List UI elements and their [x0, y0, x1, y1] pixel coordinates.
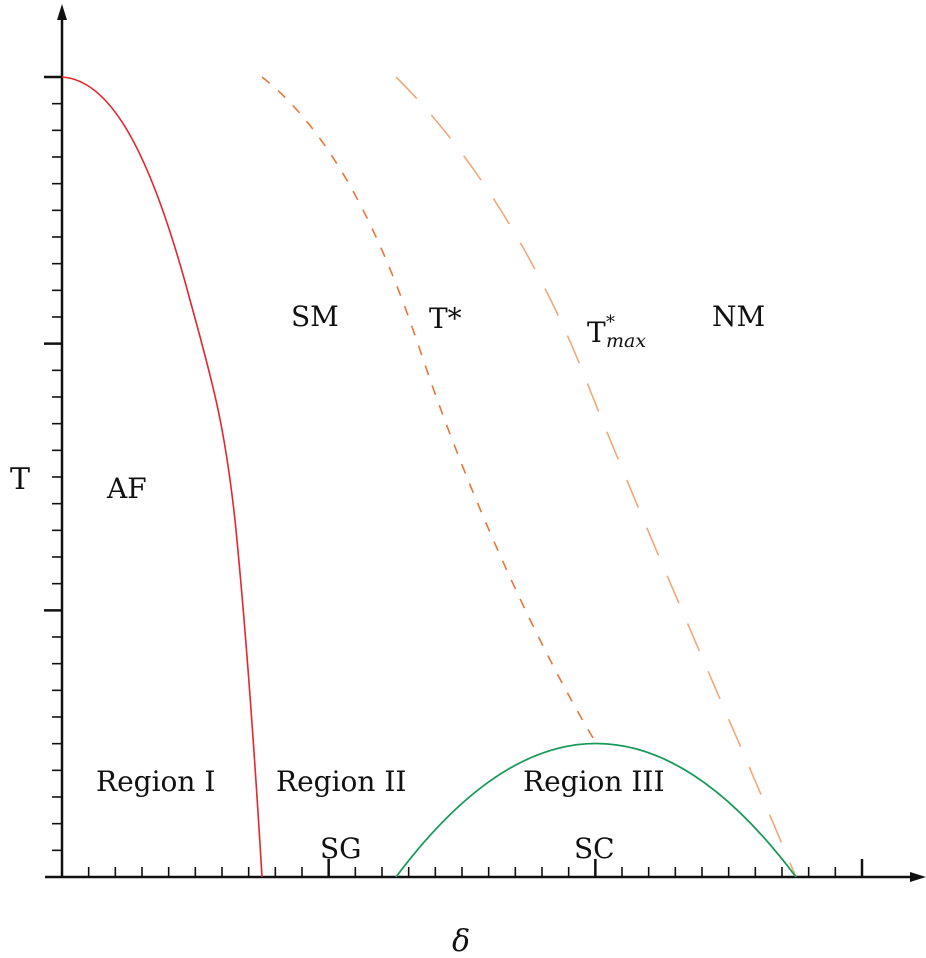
- phase-boundaries: [61, 76, 797, 878]
- af-boundary-curve: [61, 76, 263, 878]
- y-axis-ticks: [44, 75, 62, 852]
- label-af: AF: [106, 472, 147, 505]
- label-t-max-sub: max: [606, 330, 646, 352]
- label-t-max: T * max: [587, 312, 646, 352]
- label-region-1: Region I: [96, 765, 215, 798]
- label-t-max-base: T: [587, 316, 606, 349]
- label-sc: SC: [574, 832, 615, 865]
- axes: [44, 4, 926, 882]
- x-axis-arrow: [910, 872, 926, 882]
- label-region-2: Region II: [276, 765, 406, 798]
- label-sm: SM: [291, 300, 339, 333]
- x-axis-ticks: [87, 859, 864, 877]
- sc-dome-curve: [395, 742, 797, 878]
- label-t-max-sup: *: [606, 312, 615, 333]
- t-max-curve: [395, 76, 797, 878]
- y-axis-arrow: [57, 4, 67, 20]
- x-axis-label: δ: [452, 924, 470, 958]
- phase-labels: AF SM T* T * max NM Region I Region II R…: [96, 300, 765, 865]
- label-sg: SG: [320, 832, 362, 865]
- label-nm: NM: [712, 300, 765, 333]
- label-region-3: Region III: [523, 765, 665, 798]
- label-t-star: T*: [429, 302, 462, 335]
- t-star-curve: [261, 76, 597, 744]
- y-axis-label: T: [10, 462, 30, 497]
